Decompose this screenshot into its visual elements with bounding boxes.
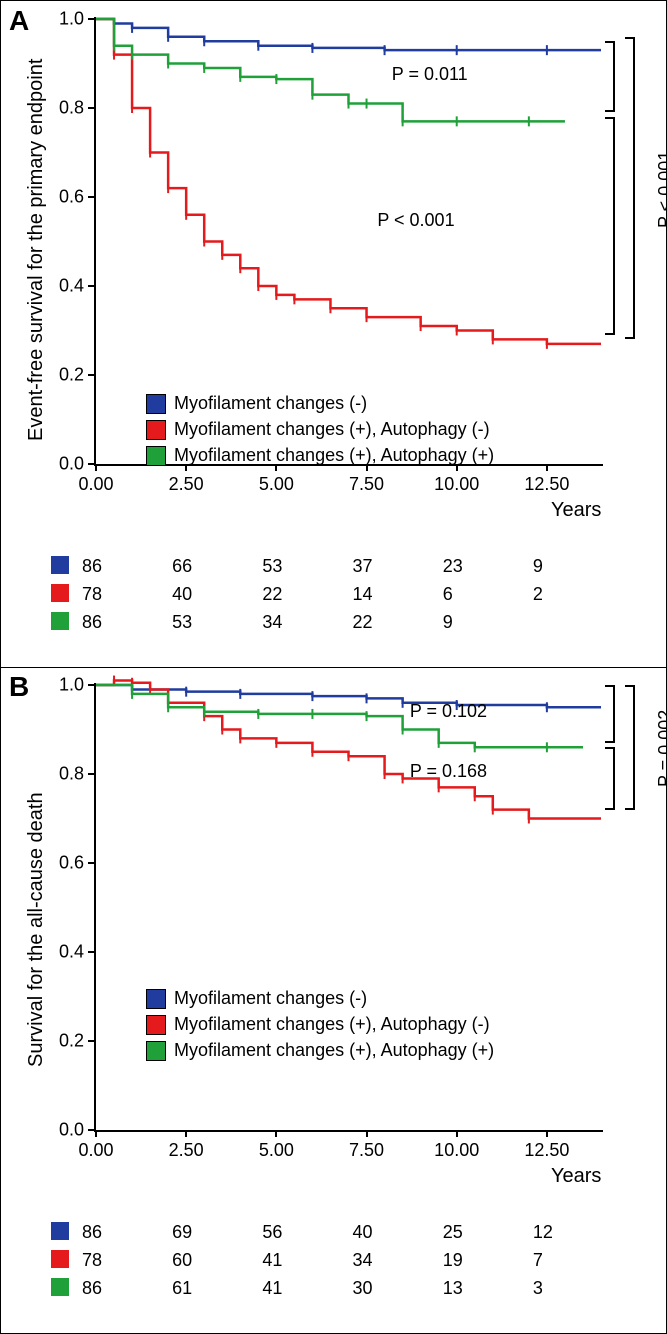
panel-a: A Event-free survival for the primary en… <box>1 1 666 667</box>
p-value-mid: P = 0.168 <box>410 761 487 782</box>
x-axis-title: Years <box>551 1165 601 1188</box>
p-value-overall: P < 0.001 <box>655 151 667 228</box>
figure-container: A Event-free survival for the primary en… <box>0 0 667 1334</box>
risk-table-cell: 66 <box>172 556 192 577</box>
legend-swatch-icon <box>146 394 166 414</box>
bracket-mid <box>605 117 615 335</box>
legend-label: Myofilament changes (+), Autophagy (-) <box>174 1014 490 1034</box>
legend-swatch-icon <box>146 1015 166 1035</box>
legend-label: Myofilament changes (+), Autophagy (+) <box>174 1040 494 1060</box>
legend-item: Myofilament changes (-) <box>146 393 367 414</box>
bracket-overall <box>625 685 635 810</box>
legend-item: Myofilament changes (-) <box>146 988 367 1009</box>
risk-swatch-icon <box>51 1278 69 1296</box>
risk-table-cell: 40 <box>172 584 192 605</box>
legend-label: Myofilament changes (-) <box>174 393 367 413</box>
risk-table-cell: 69 <box>172 1222 192 1243</box>
risk-table-cell: 61 <box>172 1278 192 1299</box>
risk-table-cell: 41 <box>262 1250 282 1271</box>
risk-table-cell: 14 <box>353 584 373 605</box>
legend-item: Myofilament changes (+), Autophagy (-) <box>146 419 490 440</box>
risk-swatch-icon <box>51 612 69 630</box>
legend-item: Myofilament changes (+), Autophagy (+) <box>146 1040 494 1061</box>
risk-table-cell: 41 <box>262 1278 282 1299</box>
legend-swatch-icon <box>146 446 166 466</box>
km-curve-myofilament-pos-autophagy-pos <box>96 19 565 121</box>
p-value-mid: P < 0.001 <box>377 210 454 231</box>
legend-item: Myofilament changes (+), Autophagy (-) <box>146 1014 490 1035</box>
panel-b: B Survival for the all-cause death 0.002… <box>1 667 666 1333</box>
risk-table-cell: 22 <box>262 584 282 605</box>
risk-table-cell: 34 <box>262 612 282 633</box>
bracket-top <box>605 41 615 112</box>
risk-table-cell: 19 <box>443 1250 463 1271</box>
risk-table-cell: 86 <box>82 556 102 577</box>
legend-item: Myofilament changes (+), Autophagy (+) <box>146 445 494 466</box>
risk-table-cell: 22 <box>353 612 373 633</box>
risk-table-cell: 78 <box>82 1250 102 1271</box>
risk-table-cell: 9 <box>443 612 453 633</box>
risk-table-cell: 12 <box>533 1222 553 1243</box>
risk-swatch-icon <box>51 584 69 602</box>
bracket-top <box>605 685 615 743</box>
risk-table-cell: 25 <box>443 1222 463 1243</box>
risk-table-cell: 7 <box>533 1250 543 1271</box>
risk-table-cell: 6 <box>443 584 453 605</box>
risk-table-cell: 60 <box>172 1250 192 1271</box>
km-curve-myofilament-pos-autophagy-neg <box>96 19 601 344</box>
risk-table-cell: 37 <box>353 556 373 577</box>
x-axis-title: Years <box>551 499 601 522</box>
risk-table-cell: 53 <box>262 556 282 577</box>
risk-table-cell: 86 <box>82 612 102 633</box>
legend-swatch-icon <box>146 420 166 440</box>
risk-swatch-icon <box>51 1250 69 1268</box>
risk-swatch-icon <box>51 556 69 574</box>
risk-table-cell: 86 <box>82 1222 102 1243</box>
risk-table-cell: 40 <box>353 1222 373 1243</box>
risk-table-cell: 56 <box>262 1222 282 1243</box>
risk-table-cell: 30 <box>353 1278 373 1299</box>
legend-label: Myofilament changes (+), Autophagy (+) <box>174 445 494 465</box>
risk-table-cell: 3 <box>533 1278 543 1299</box>
risk-swatch-icon <box>51 1222 69 1240</box>
p-value-top: P = 0.102 <box>410 701 487 722</box>
km-curve-myofilament-neg <box>96 19 601 50</box>
p-value-overall: P = 0.002 <box>655 710 667 787</box>
km-curve-myofilament-pos-autophagy-neg <box>96 681 601 819</box>
bracket-overall <box>625 37 635 340</box>
risk-table-cell: 78 <box>82 584 102 605</box>
risk-table-cell: 23 <box>443 556 463 577</box>
legend-swatch-icon <box>146 1041 166 1061</box>
risk-table-cell: 2 <box>533 584 543 605</box>
legend-swatch-icon <box>146 989 166 1009</box>
bracket-mid <box>605 747 615 809</box>
risk-table-cell: 53 <box>172 612 192 633</box>
risk-table-cell: 34 <box>353 1250 373 1271</box>
risk-table-cell: 13 <box>443 1278 463 1299</box>
risk-table-cell: 9 <box>533 556 543 577</box>
risk-table-cell: 86 <box>82 1278 102 1299</box>
p-value-top: P = 0.011 <box>392 64 468 85</box>
km-curve-myofilament-pos-autophagy-pos <box>96 685 583 747</box>
legend-label: Myofilament changes (+), Autophagy (-) <box>174 419 490 439</box>
legend-label: Myofilament changes (-) <box>174 988 367 1008</box>
